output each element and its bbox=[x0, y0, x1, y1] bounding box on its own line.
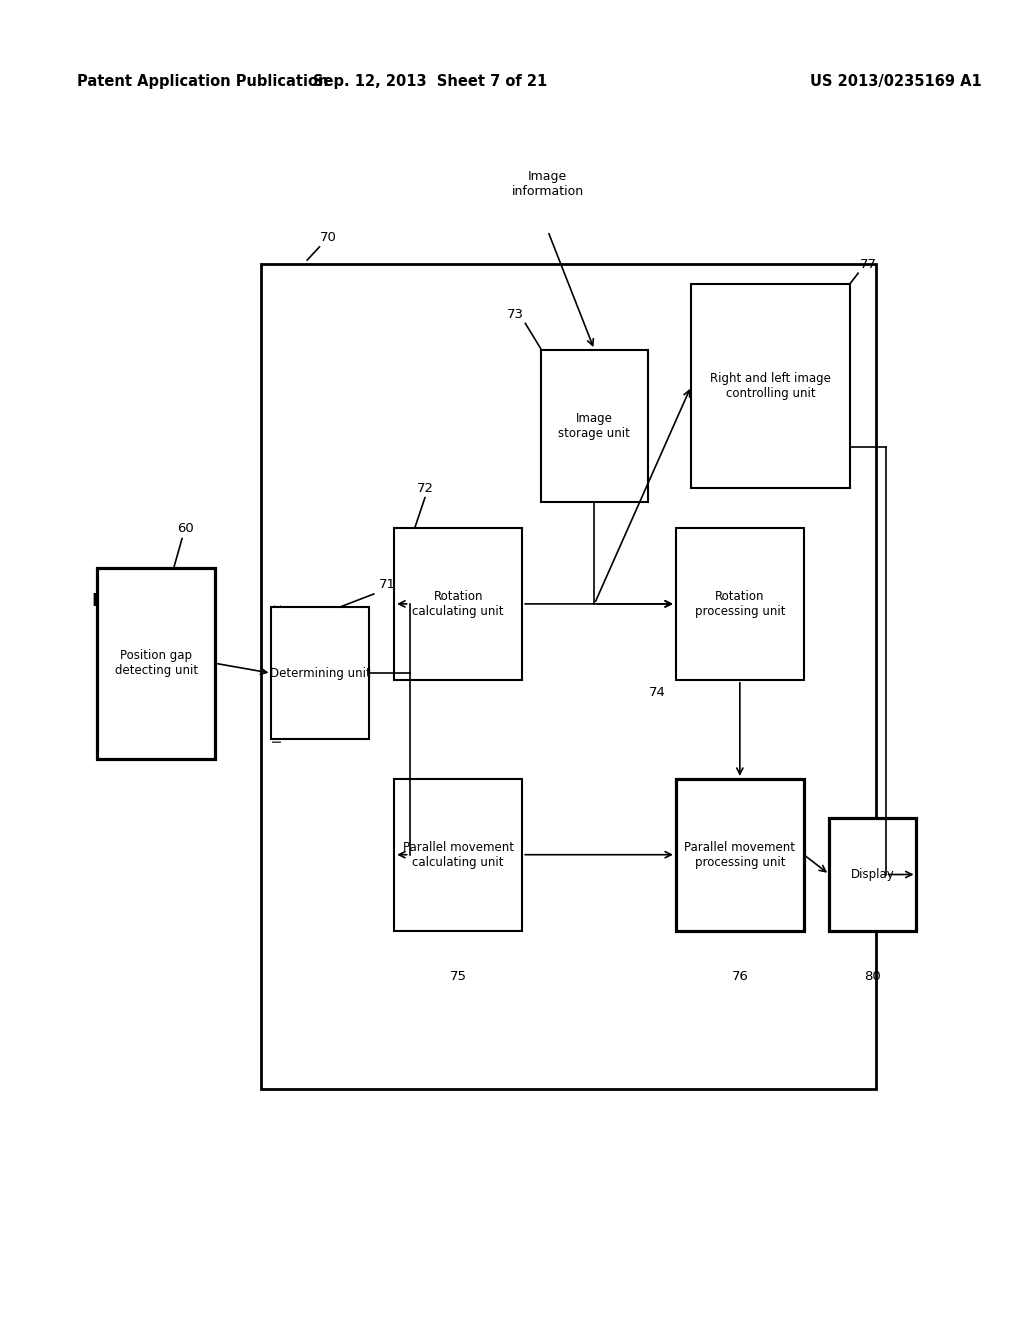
Text: 73: 73 bbox=[507, 308, 523, 321]
Text: Patent Application Publication: Patent Application Publication bbox=[77, 74, 329, 90]
Text: 70: 70 bbox=[319, 231, 336, 244]
Text: 71: 71 bbox=[379, 578, 396, 591]
Text: Determining unit: Determining unit bbox=[269, 667, 371, 680]
Bar bbox=[394, 779, 522, 931]
Bar bbox=[97, 568, 215, 759]
Text: Rotation
calculating unit: Rotation calculating unit bbox=[413, 590, 504, 618]
Text: 80: 80 bbox=[864, 970, 882, 983]
Bar bbox=[394, 528, 522, 680]
Text: Right and left image
controlling unit: Right and left image controlling unit bbox=[710, 372, 831, 400]
Text: 76: 76 bbox=[731, 970, 749, 983]
Bar bbox=[261, 264, 876, 1089]
Text: Sep. 12, 2013  Sheet 7 of 21: Sep. 12, 2013 Sheet 7 of 21 bbox=[313, 74, 547, 90]
Text: Image
storage unit: Image storage unit bbox=[558, 412, 631, 440]
Text: FIG. 7: FIG. 7 bbox=[92, 591, 152, 610]
Text: Rotation
processing unit: Rotation processing unit bbox=[694, 590, 785, 618]
Text: 74: 74 bbox=[649, 686, 666, 700]
Bar bbox=[676, 779, 804, 931]
Text: 77: 77 bbox=[860, 257, 878, 271]
Text: Image
information: Image information bbox=[512, 170, 584, 198]
Bar bbox=[676, 528, 804, 680]
Text: Parallel movement
processing unit: Parallel movement processing unit bbox=[684, 841, 796, 869]
Text: 72: 72 bbox=[417, 482, 433, 495]
Bar bbox=[829, 818, 916, 931]
Text: Display: Display bbox=[851, 869, 895, 880]
Text: Image processing unit: Image processing unit bbox=[272, 603, 285, 743]
Bar bbox=[541, 350, 648, 502]
Bar bbox=[691, 284, 850, 488]
Text: 75: 75 bbox=[450, 970, 467, 983]
Text: Position gap
detecting unit: Position gap detecting unit bbox=[115, 649, 198, 677]
Text: Parallel movement
calculating unit: Parallel movement calculating unit bbox=[402, 841, 514, 869]
Text: US 2013/0235169 A1: US 2013/0235169 A1 bbox=[810, 74, 982, 90]
Bar bbox=[271, 607, 369, 739]
Text: 60: 60 bbox=[177, 521, 194, 535]
